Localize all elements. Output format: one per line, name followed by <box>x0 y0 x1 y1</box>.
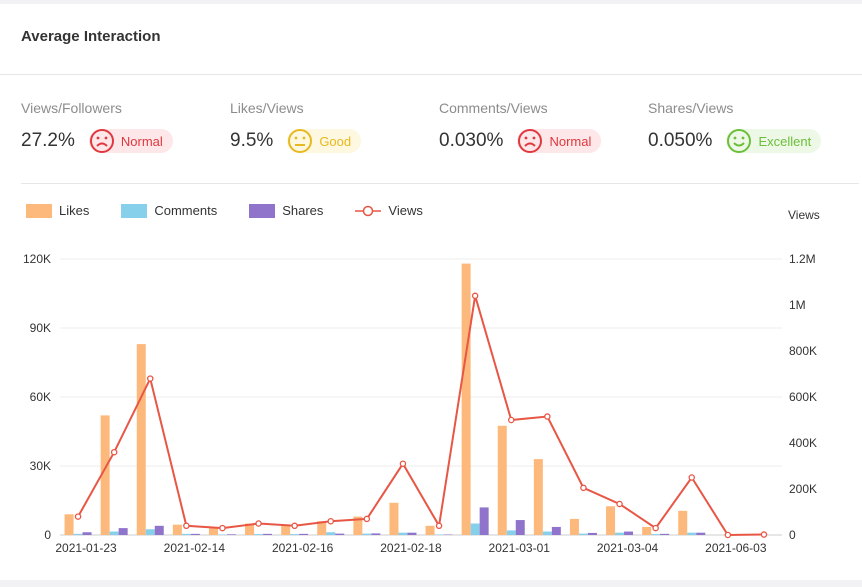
comments-swatch <box>121 203 148 218</box>
right-axis-title: Views <box>788 208 820 222</box>
metric-value: 27.2% <box>21 130 75 151</box>
legend-label: Shares <box>282 203 324 218</box>
happy-face-icon <box>727 129 752 153</box>
metric-label: Comments/Views <box>439 100 548 116</box>
status-badge: Excellent <box>726 129 822 153</box>
legend-item-views[interactable]: Views <box>355 203 423 218</box>
legend-item-shares[interactable]: Shares <box>249 203 323 218</box>
card-header: Average Interaction <box>0 4 862 75</box>
likes-swatch <box>26 203 52 218</box>
shares-swatch <box>249 203 276 218</box>
metric-label: Likes/Views <box>230 100 304 116</box>
status-badge: Normal <box>88 129 173 153</box>
legend-label: Likes <box>59 203 90 218</box>
sad-face-icon <box>89 129 114 153</box>
metric-views-followers: Views/Followers 27.2% Normal <box>21 100 173 153</box>
legend-label: Views <box>388 203 423 218</box>
average-interaction-card: Average Interaction Views/Followers 27.2… <box>0 4 862 580</box>
status-label: Normal <box>120 133 163 149</box>
status-badge: Good <box>287 129 362 153</box>
legend-label: Comments <box>154 203 218 218</box>
card-title: Average Interaction <box>21 27 161 45</box>
sad-face-icon <box>518 129 543 153</box>
status-badge: Normal <box>517 129 602 153</box>
divider <box>21 183 859 184</box>
metric-value: 0.050% <box>648 130 713 151</box>
metric-label: Shares/Views <box>648 100 734 116</box>
metrics-row: Views/Followers 27.2% Normal Likes/Views… <box>21 100 861 170</box>
footer-strip <box>0 580 862 587</box>
status-label: Excellent <box>758 133 812 149</box>
status-label: Normal <box>549 133 592 149</box>
metric-label: Views/Followers <box>21 100 122 116</box>
status-label: Good <box>319 133 352 149</box>
metric-value: 9.5% <box>230 130 274 151</box>
chart-legend: Likes Comments Shares Views <box>26 203 455 218</box>
metric-value: 0.030% <box>439 130 504 151</box>
metric-shares-views: Shares/Views 0.050% Excellent <box>648 100 822 153</box>
legend-item-likes[interactable]: Likes <box>26 203 89 218</box>
views-line-swatch <box>355 205 382 216</box>
neutral-face-icon <box>288 129 313 153</box>
metric-comments-views: Comments/Views 0.030% Normal <box>439 100 602 153</box>
legend-item-comments[interactable]: Comments <box>121 203 217 218</box>
metric-likes-views: Likes/Views 9.5% Good <box>230 100 362 153</box>
